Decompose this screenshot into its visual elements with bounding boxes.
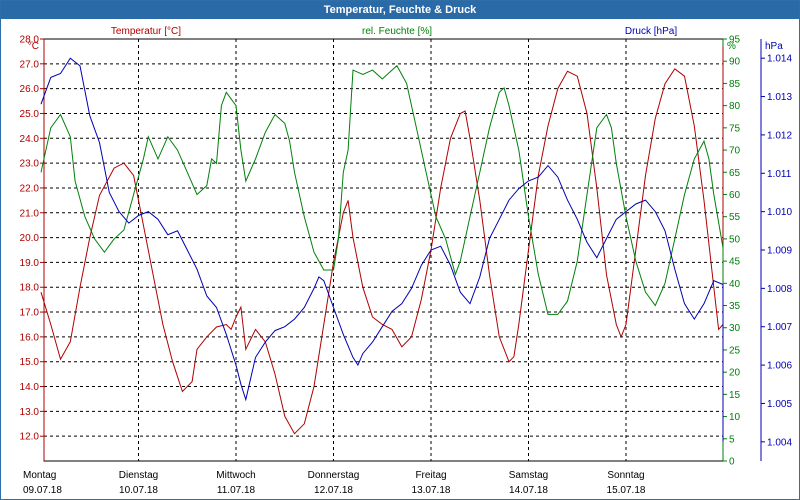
pressure-tick-label: 1.009 xyxy=(767,246,792,257)
humidity-tick-label: 80 xyxy=(729,101,741,112)
x-tick-day: Sonntag xyxy=(607,470,644,481)
x-tick-date: 11.07.18 xyxy=(217,485,256,496)
humidity-tick-label: 35 xyxy=(729,301,741,312)
temperature-tick-label: 14.0 xyxy=(20,382,40,393)
humidity-unit-label: % xyxy=(727,41,736,52)
temperature-tick-label: 27.0 xyxy=(20,59,40,70)
temperature-tick-label: 12.0 xyxy=(20,432,40,443)
x-tick-day: Donnerstag xyxy=(308,470,360,481)
temperature-unit-label: °C xyxy=(28,41,39,52)
temperature-tick-label: 25.0 xyxy=(20,109,40,120)
pressure-tick-label: 1.011 xyxy=(767,169,792,180)
pressure-tick-label: 1.005 xyxy=(767,399,792,410)
x-tick-date: 12.07.18 xyxy=(314,485,353,496)
axis-ticks: 12.0 13.0 14.0 15.0 16.0 17.0 18.0 19.0 20.0 21.0… xyxy=(20,35,793,497)
temperature-tick-label: 20.0 xyxy=(20,233,40,244)
temperature-tick-label: 26.0 xyxy=(20,84,40,95)
humidity-tick-label: 90 xyxy=(729,57,741,68)
pressure-tick-label: 1.010 xyxy=(767,207,792,218)
x-tick-day: Freitag xyxy=(415,470,446,481)
pressure-tick-label: 1.007 xyxy=(767,322,792,333)
humidity-tick-label: 45 xyxy=(729,257,741,268)
pressure-tick-label: 1.008 xyxy=(767,284,792,295)
x-tick-date: 09.07.18 xyxy=(23,485,62,496)
humidity-tick-label: 50 xyxy=(729,234,741,245)
humidity-tick-label: 30 xyxy=(729,323,741,334)
pressure-tick-label: 1.004 xyxy=(767,437,792,448)
x-tick-date: 13.07.18 xyxy=(412,485,451,496)
data-series xyxy=(40,46,724,442)
window-title: Temperatur, Feuchte & Druck xyxy=(1,1,799,19)
pressure-unit-label: hPa xyxy=(765,41,783,52)
x-tick-date: 14.07.18 xyxy=(509,485,548,496)
x-tick-date: 15.07.18 xyxy=(607,485,646,496)
temperature-tick-label: 22.0 xyxy=(20,183,40,194)
temperature-series-line xyxy=(40,46,724,435)
pressure-axis-label: Druck [hPa] xyxy=(625,26,677,37)
temperature-tick-label: 24.0 xyxy=(20,134,40,145)
humidity-tick-label: 10 xyxy=(729,412,741,423)
pressure-tick-label: 1.006 xyxy=(767,361,792,372)
humidity-tick-label: 55 xyxy=(729,212,741,223)
x-tick-day: Montag xyxy=(23,470,56,481)
temperature-tick-label: 13.0 xyxy=(20,407,40,418)
pressure-series-line xyxy=(40,57,724,442)
pressure-tick-label: 1.014 xyxy=(767,54,792,65)
humidity-tick-label: 40 xyxy=(729,279,741,290)
x-tick-day: Dienstag xyxy=(119,470,158,481)
x-tick-date: 10.07.18 xyxy=(119,485,158,496)
grid xyxy=(44,38,723,461)
humidity-tick-label: 15 xyxy=(729,390,741,401)
pressure-tick-label: 1.013 xyxy=(767,92,792,103)
humidity-tick-label: 60 xyxy=(729,190,741,201)
humidity-axis-label: rel. Feuchte [%] xyxy=(362,26,432,37)
humidity-tick-label: 65 xyxy=(729,168,741,179)
temperature-tick-label: 23.0 xyxy=(20,159,40,170)
temperature-tick-label: 28.0 xyxy=(20,35,40,46)
humidity-tick-label: 95 xyxy=(729,35,741,46)
temperature-tick-label: 15.0 xyxy=(20,357,40,368)
humidity-tick-label: 75 xyxy=(729,123,741,134)
x-tick-day: Samstag xyxy=(509,470,548,481)
temperature-axis-label: Temperatur [°C] xyxy=(111,26,181,37)
humidity-tick-label: 85 xyxy=(729,79,741,90)
pressure-tick-label: 1.012 xyxy=(767,130,792,141)
humidity-tick-label: 25 xyxy=(729,345,741,356)
temperature-tick-label: 19.0 xyxy=(20,258,40,269)
humidity-tick-label: 0 xyxy=(729,457,735,468)
humidity-tick-label: 70 xyxy=(729,146,741,157)
temperature-tick-label: 17.0 xyxy=(20,308,40,319)
humidity-tick-label: 20 xyxy=(729,368,741,379)
humidity-series-line xyxy=(40,64,724,337)
temperature-tick-label: 21.0 xyxy=(20,208,40,219)
temperature-tick-label: 16.0 xyxy=(20,332,40,343)
x-tick-day: Mittwoch xyxy=(216,470,255,481)
plot-area xyxy=(43,38,724,462)
temperature-tick-label: 18.0 xyxy=(20,283,40,294)
humidity-tick-label: 5 xyxy=(729,434,735,445)
